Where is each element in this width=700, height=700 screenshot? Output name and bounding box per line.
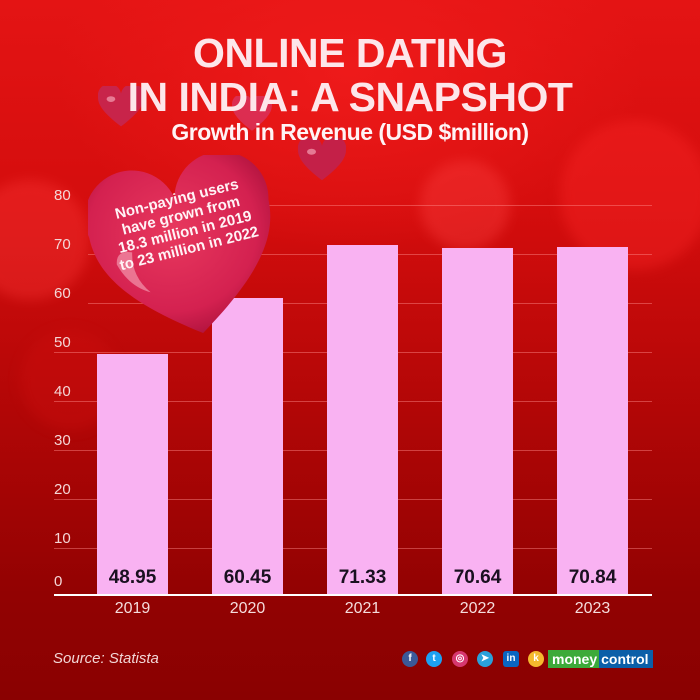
- facebook-icon[interactable]: f: [402, 651, 418, 667]
- y-tick-label: 20: [54, 481, 71, 498]
- source-label: Source: Statista: [53, 650, 159, 667]
- bar-value-label: 71.33: [338, 567, 387, 588]
- heart-decoration-icon: [232, 96, 272, 132]
- chart-subtitle: Growth in Revenue (USD $million): [171, 119, 529, 145]
- logo-part-money: money: [548, 650, 600, 668]
- y-tick-label: 60: [54, 285, 71, 302]
- x-tick-label: 2022: [459, 600, 496, 617]
- instagram-icon[interactable]: ◎: [452, 651, 468, 667]
- title-line-1: ONLINE DATING: [193, 30, 507, 76]
- x-tick-label: 2021: [344, 600, 381, 617]
- koo-icon[interactable]: k: [528, 651, 544, 667]
- bokeh-decoration: [560, 120, 700, 270]
- bokeh-decoration: [420, 160, 510, 250]
- logo-part-control: control: [599, 650, 653, 668]
- bar-value-label: 70.84: [568, 567, 617, 588]
- bar-2020: 60.45: [212, 298, 283, 594]
- y-tick-label: 0: [54, 573, 63, 590]
- bokeh-decoration: [0, 180, 90, 300]
- heart-decoration-icon: [98, 86, 144, 128]
- gridline: [88, 205, 652, 206]
- x-tick-label: 2019: [114, 600, 151, 617]
- bar-value-label: 70.64: [453, 567, 502, 588]
- bar-2022: 70.64: [442, 248, 513, 594]
- bar-value-label: 48.95: [108, 567, 157, 588]
- moneycontrol-logo[interactable]: money control: [548, 650, 653, 668]
- y-tick-label: 70: [54, 236, 71, 253]
- linkedin-icon[interactable]: in: [503, 651, 519, 667]
- heart-decoration-icon: [298, 138, 346, 182]
- bar-2019: 48.95: [97, 354, 168, 594]
- y-tick-label: 50: [54, 334, 71, 351]
- x-axis-line: [54, 594, 652, 596]
- y-tick-label: 30: [54, 432, 71, 449]
- x-tick-label: 2020: [229, 600, 266, 617]
- x-tick-label: 2023: [574, 600, 611, 617]
- heart-callout-icon: [88, 155, 283, 345]
- bar-value-label: 60.45: [223, 567, 272, 588]
- y-tick-label: 40: [54, 383, 71, 400]
- y-tick-label: 10: [54, 530, 71, 547]
- bar-2023: 70.84: [557, 247, 628, 594]
- title-line-2: IN INDIA: A SNAPSHOT: [127, 74, 573, 120]
- twitter-icon[interactable]: t: [426, 651, 442, 667]
- bar-2021: 71.33: [327, 245, 398, 594]
- y-tick-label: 80: [54, 187, 71, 204]
- telegram-icon[interactable]: ➤: [477, 651, 493, 667]
